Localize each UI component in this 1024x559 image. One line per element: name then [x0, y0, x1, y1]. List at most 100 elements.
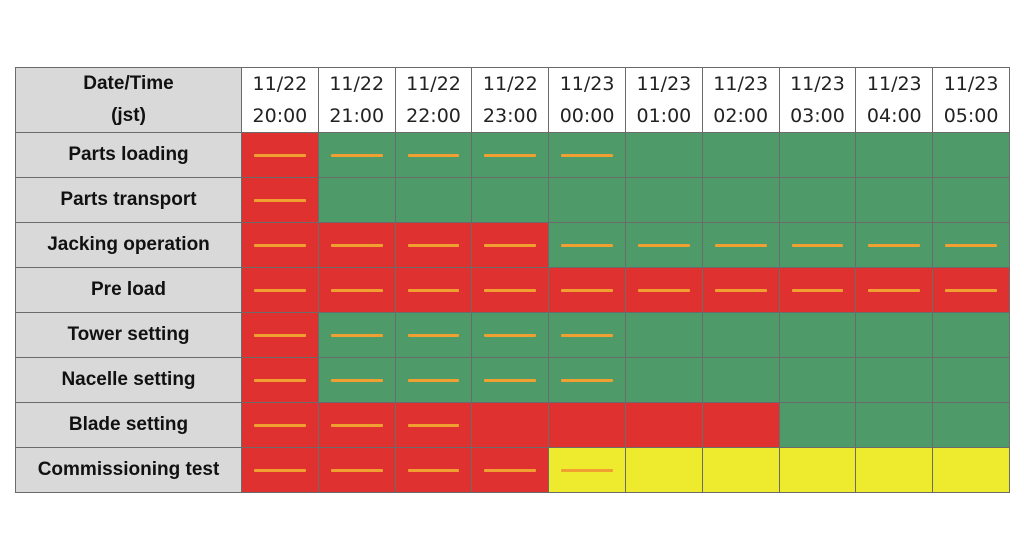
column-time: 02:00 [713, 105, 769, 127]
status-cell-red [932, 267, 1010, 313]
planned-dash-mark [484, 244, 537, 247]
task-row: Tower setting [15, 312, 1010, 358]
planned-dash-mark [484, 154, 537, 157]
status-cell-green [778, 222, 857, 268]
planned-dash-mark [407, 469, 460, 472]
task-rows: Parts loading Parts transport Jacking oper… [15, 132, 1010, 493]
planned-dash-mark [484, 334, 537, 337]
status-cell-red [394, 402, 473, 448]
planned-dash-mark [254, 289, 306, 292]
planned-dash-mark [561, 469, 613, 472]
time-column-header: 11/23 00:00 [548, 67, 626, 133]
column-date: 11/23 [943, 73, 999, 95]
planned-dash-mark [714, 289, 767, 292]
status-cell-green [932, 177, 1010, 223]
planned-dash-mark [330, 334, 383, 337]
time-column-header: 11/22 23:00 [471, 67, 550, 133]
date-time-label: Date/Time [83, 73, 174, 94]
status-cell-green [624, 312, 703, 358]
status-cell-red [241, 312, 319, 358]
planned-dash-mark [868, 289, 921, 292]
column-time: 05:00 [943, 105, 999, 127]
status-cell-green [932, 222, 1010, 268]
planned-dash-mark [637, 244, 690, 247]
time-column-header: 11/23 01:00 [624, 67, 703, 133]
status-cell-green [701, 357, 780, 403]
column-time: 23:00 [482, 105, 538, 127]
column-date: 11/22 [482, 73, 538, 95]
status-cell-green [317, 312, 396, 358]
status-cell-green [778, 312, 857, 358]
status-cell-green [624, 177, 703, 223]
status-cell-green [317, 357, 396, 403]
status-cell-green [471, 312, 550, 358]
status-cell-green [394, 312, 473, 358]
planned-dash-mark [254, 199, 306, 202]
planned-dash-mark [254, 469, 306, 472]
status-cell-green [548, 222, 626, 268]
planned-dash-mark [330, 469, 383, 472]
status-cell-red [317, 447, 396, 493]
planned-dash-mark [330, 244, 383, 247]
status-cell-green [548, 312, 626, 358]
planned-dash-mark [484, 469, 537, 472]
column-date: 11/23 [559, 73, 615, 95]
status-cell-red [241, 402, 319, 448]
planned-dash-mark [791, 244, 844, 247]
column-date: 11/23 [866, 73, 922, 95]
column-time: 04:00 [866, 105, 922, 127]
status-cell-green [701, 132, 780, 178]
status-cell-green [701, 222, 780, 268]
status-cell-red [624, 402, 703, 448]
status-cell-yellow [624, 447, 703, 493]
status-cell-green [855, 402, 934, 448]
status-cell-red [241, 177, 319, 223]
status-cell-green [778, 132, 857, 178]
planned-dash-mark [637, 289, 690, 292]
task-name: Tower setting [15, 312, 242, 358]
task-name: Parts transport [15, 177, 242, 223]
task-row: Commissioning test [15, 447, 1010, 493]
status-cell-red [471, 402, 550, 448]
status-cell-yellow [701, 447, 780, 493]
status-cell-green [778, 402, 857, 448]
status-cell-yellow [855, 447, 934, 493]
planned-dash-mark [484, 289, 537, 292]
status-cell-green [624, 132, 703, 178]
status-cell-red [701, 402, 780, 448]
column-date: 11/23 [790, 73, 845, 95]
column-time: 03:00 [790, 105, 845, 127]
status-cell-green [394, 357, 473, 403]
status-cell-green [932, 357, 1010, 403]
planned-dash-mark [945, 244, 997, 247]
status-cell-green [932, 402, 1010, 448]
status-cell-green [548, 357, 626, 403]
timezone-label: (jst) [111, 105, 146, 126]
status-cell-green [855, 357, 934, 403]
planned-dash-mark [407, 379, 460, 382]
planned-dash-mark [254, 154, 306, 157]
status-cell-green [778, 177, 857, 223]
header-row: Date/Time (jst) 11/22 20:00 11/22 21:00 11/2… [15, 67, 1010, 133]
status-cell-green [701, 312, 780, 358]
time-column-header: 11/23 03:00 [778, 67, 857, 133]
planned-dash-mark [561, 244, 613, 247]
time-column-header: 11/22 21:00 [317, 67, 396, 133]
status-cell-red [624, 267, 703, 313]
planned-dash-mark [791, 289, 844, 292]
planned-dash-mark [407, 289, 460, 292]
planned-dash-mark [254, 244, 306, 247]
planned-dash-mark [330, 289, 383, 292]
status-cell-red [241, 267, 319, 313]
status-cell-green [548, 177, 626, 223]
task-row: Parts loading [15, 132, 1010, 178]
task-row: Blade setting [15, 402, 1010, 448]
time-column-header: 11/23 05:00 [932, 67, 1010, 133]
task-name: Nacelle setting [15, 357, 242, 403]
status-cell-green [624, 222, 703, 268]
planned-dash-mark [254, 379, 306, 382]
planned-dash-mark [254, 424, 306, 427]
column-time: 01:00 [636, 105, 692, 127]
status-cell-red [241, 447, 319, 493]
column-date: 11/23 [713, 73, 769, 95]
